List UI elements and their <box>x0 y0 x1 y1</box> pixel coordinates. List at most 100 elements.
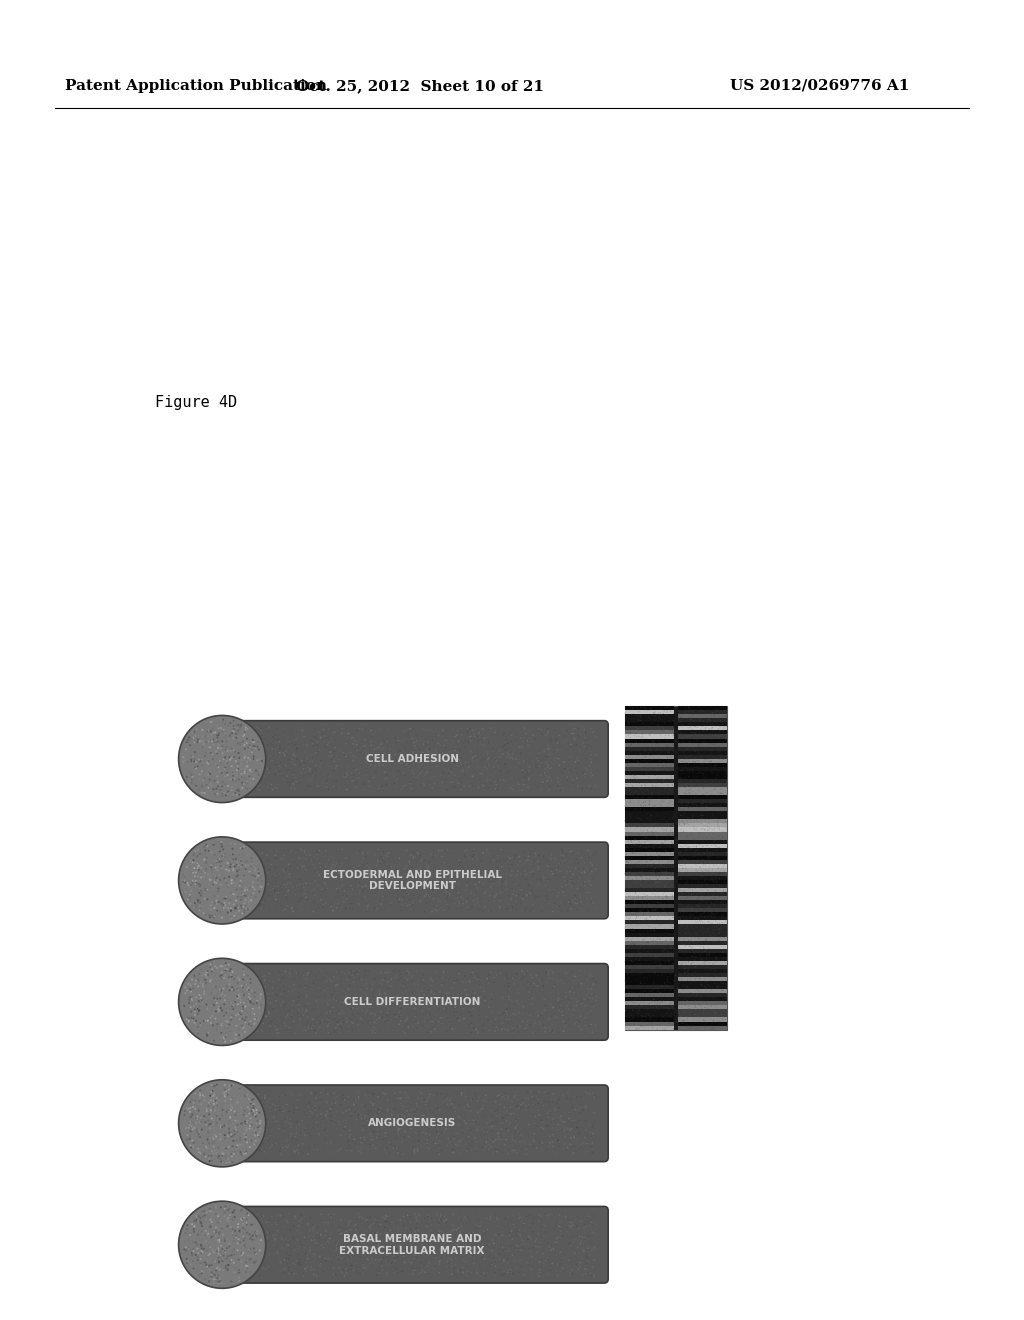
Point <box>632 822 648 843</box>
Point <box>380 1111 396 1133</box>
Point <box>332 857 348 878</box>
Point <box>346 1258 362 1279</box>
Point <box>689 964 706 985</box>
Point <box>539 739 555 760</box>
Point <box>256 1118 272 1139</box>
Point <box>249 981 265 1002</box>
Point <box>536 1262 552 1283</box>
Point <box>628 883 644 904</box>
Point <box>583 1001 599 1022</box>
Point <box>243 853 259 874</box>
Point <box>374 1010 390 1031</box>
Point <box>218 1138 234 1159</box>
Point <box>248 1265 264 1286</box>
Point <box>635 705 651 726</box>
Point <box>184 1010 201 1031</box>
Point <box>549 733 565 754</box>
Point <box>267 725 284 746</box>
Point <box>248 1130 264 1151</box>
Point <box>577 875 593 896</box>
Point <box>717 803 733 824</box>
Point <box>655 735 672 756</box>
Point <box>712 735 728 756</box>
Point <box>237 1010 253 1031</box>
Point <box>483 1220 500 1241</box>
Point <box>307 1230 324 1251</box>
Point <box>218 1139 234 1160</box>
Point <box>253 898 269 919</box>
Point <box>643 809 659 830</box>
Point <box>231 1220 248 1241</box>
Point <box>389 1258 406 1279</box>
Point <box>549 878 565 899</box>
Point <box>642 906 658 927</box>
Point <box>559 729 575 750</box>
Point <box>369 1259 385 1280</box>
Point <box>276 873 293 894</box>
Point <box>706 907 722 928</box>
Point <box>525 1088 542 1109</box>
Point <box>402 1212 419 1233</box>
Point <box>289 738 305 759</box>
Point <box>331 1022 347 1043</box>
Point <box>714 883 730 904</box>
Point <box>693 818 710 840</box>
Point <box>664 804 680 825</box>
Point <box>421 898 437 919</box>
Point <box>677 783 693 804</box>
Point <box>344 898 360 919</box>
Point <box>444 1019 461 1040</box>
Point <box>646 772 663 793</box>
Point <box>371 737 387 758</box>
Point <box>505 1262 521 1283</box>
Point <box>581 847 597 869</box>
Point <box>332 878 348 899</box>
Point <box>389 854 406 875</box>
Point <box>332 1224 348 1245</box>
Point <box>342 1022 358 1043</box>
Point <box>207 1218 223 1239</box>
Point <box>348 1242 365 1263</box>
Point <box>480 768 497 789</box>
Point <box>705 787 721 808</box>
Point <box>477 1224 494 1245</box>
Point <box>651 866 668 887</box>
Point <box>522 850 539 871</box>
Point <box>197 1014 213 1035</box>
Point <box>712 747 728 768</box>
Point <box>653 861 670 882</box>
Bar <box>678 843 727 847</box>
Point <box>358 1014 375 1035</box>
Point <box>699 714 716 735</box>
Point <box>301 1093 317 1114</box>
Point <box>317 884 334 906</box>
Point <box>350 1088 367 1109</box>
Point <box>635 723 651 744</box>
Point <box>253 862 269 883</box>
Point <box>682 772 698 793</box>
Point <box>263 733 280 754</box>
Point <box>204 730 220 751</box>
Point <box>375 1006 391 1027</box>
Point <box>339 883 355 904</box>
Point <box>684 1015 700 1036</box>
Point <box>658 737 675 758</box>
Point <box>237 719 253 741</box>
Point <box>375 755 391 776</box>
Point <box>683 882 699 903</box>
Point <box>211 1146 227 1167</box>
Point <box>520 768 537 789</box>
Point <box>642 755 658 776</box>
Point <box>317 846 334 867</box>
Point <box>271 1210 288 1232</box>
Point <box>584 766 600 787</box>
Point <box>645 899 662 920</box>
Point <box>575 858 592 879</box>
Point <box>678 861 694 882</box>
Point <box>651 950 668 972</box>
Point <box>367 755 383 776</box>
Point <box>633 836 649 857</box>
Point <box>358 1127 375 1148</box>
Point <box>240 1263 256 1284</box>
Point <box>543 1101 559 1122</box>
